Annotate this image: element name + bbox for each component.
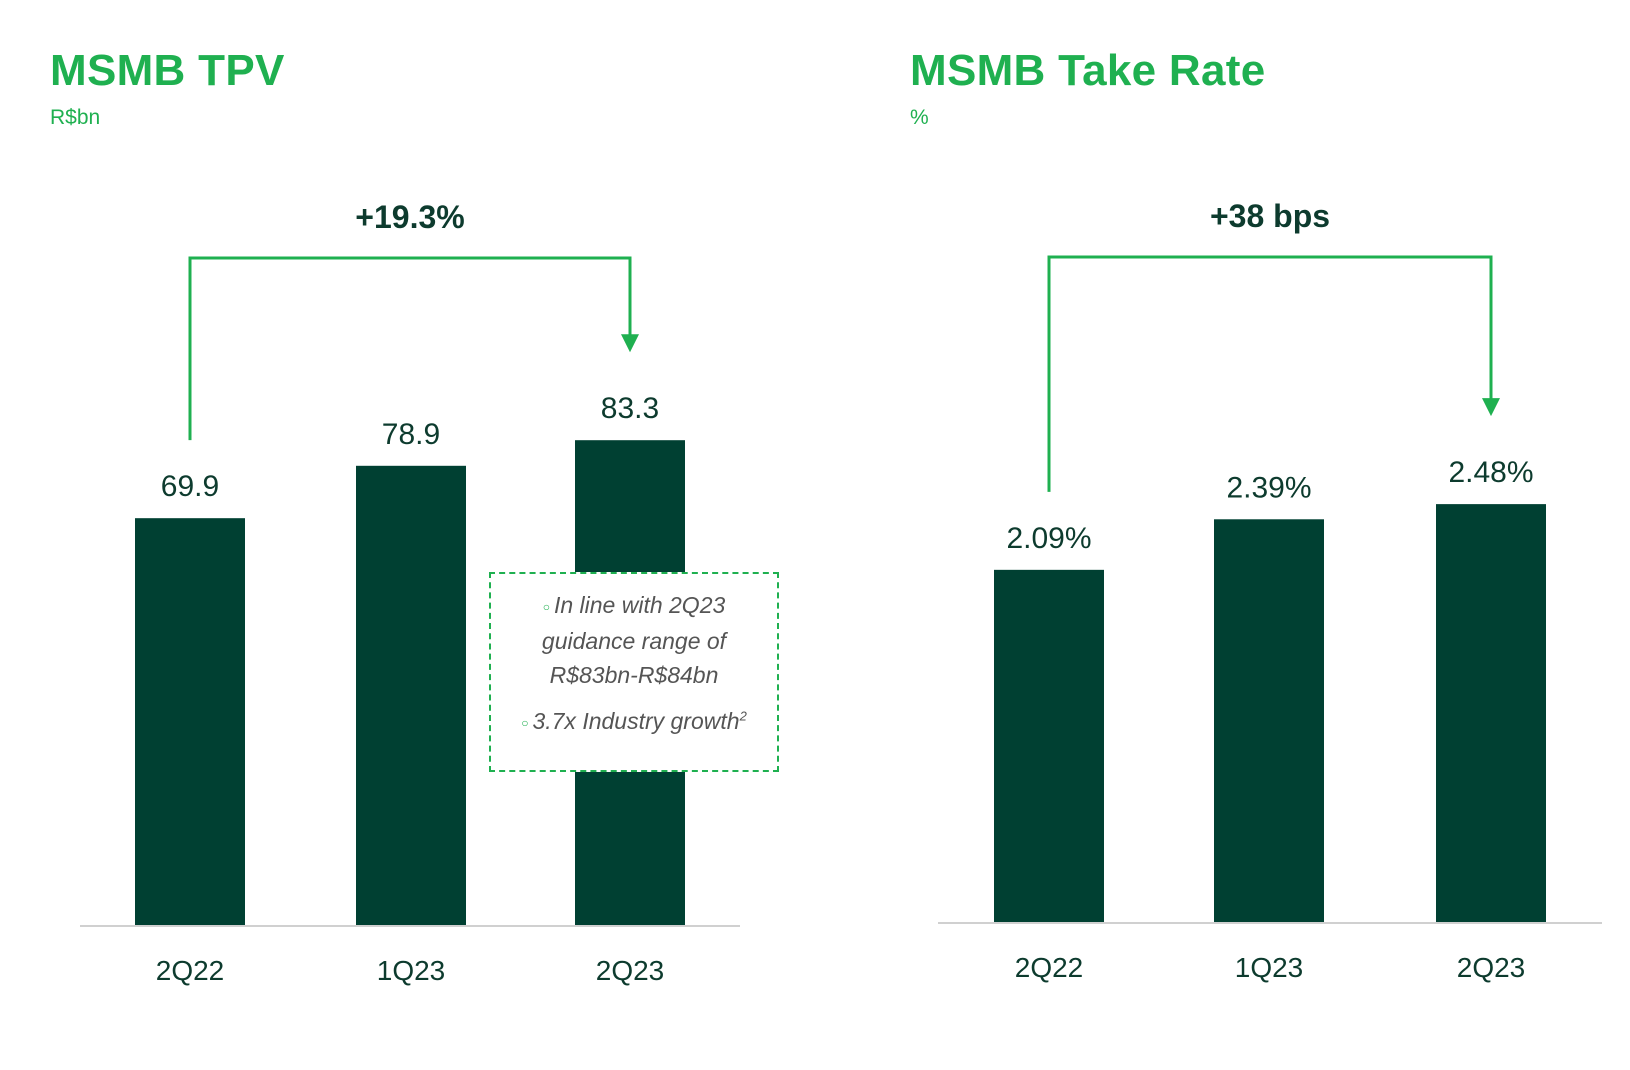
take-rate-change-label: +38 bps bbox=[1210, 198, 1330, 234]
take-rate-growth-bracket bbox=[1047, 255, 1493, 492]
tpv-bar-chart: 69.9 2Q22 78.9 1Q23 83.3 2Q23 +19.3% bbox=[80, 199, 740, 986]
take-rate-chart-title: MSMB Take Rate bbox=[910, 46, 1266, 95]
tpv-value-label: 78.9 bbox=[382, 418, 440, 451]
take-rate-category-label: 2Q23 bbox=[1457, 952, 1526, 983]
footnote-marker: 2 bbox=[739, 708, 747, 724]
take-rate-chart-panel: MSMB Take Rate % 2.09% 2Q22 2.39% 1Q23 2.48%… bbox=[815, 0, 1630, 1070]
tpv-growth-bracket bbox=[188, 256, 632, 441]
tpv-guidance-note: ○ In line with 2Q23 guidance range of R$8… bbox=[489, 572, 779, 772]
tpv-change-label: +19.3% bbox=[355, 199, 464, 235]
take-rate-category-label: 1Q23 bbox=[1235, 952, 1304, 983]
tpv-value-label: 69.9 bbox=[161, 470, 219, 503]
take-rate-value-label: 2.48% bbox=[1448, 456, 1533, 489]
arrow-down-icon bbox=[1482, 398, 1500, 417]
tpv-bar-2q22 bbox=[135, 518, 245, 925]
take-rate-bar-2q22 bbox=[994, 569, 1104, 922]
bullet-icon: ○ bbox=[542, 599, 550, 614]
tpv-category-label: 1Q23 bbox=[377, 955, 446, 986]
note-item-text: In line with 2Q23 guidance range of R$83… bbox=[541, 592, 727, 688]
tpv-bar-1q23 bbox=[356, 465, 466, 925]
note-item-guidance: ○ In line with 2Q23 guidance range of R$8… bbox=[501, 588, 767, 692]
tpv-value-label: 83.3 bbox=[601, 392, 659, 425]
tpv-chart-unit: R$bn bbox=[50, 106, 101, 129]
take-rate-bar-1q23 bbox=[1214, 519, 1324, 922]
tpv-chart-title: MSMB TPV bbox=[50, 46, 285, 95]
tpv-chart-panel: MSMB TPV R$bn 69.9 2Q22 78.9 1Q23 83.3 2Q23 +1… bbox=[50, 46, 779, 986]
take-rate-bar-2q23 bbox=[1436, 504, 1546, 922]
take-rate-value-label: 2.09% bbox=[1006, 522, 1091, 555]
bullet-icon: ○ bbox=[521, 715, 529, 730]
tpv-category-label: 2Q22 bbox=[156, 955, 225, 986]
take-rate-bar-chart: 2.09% 2Q22 2.39% 1Q23 2.48% 2Q23 +38 bps bbox=[938, 198, 1602, 983]
arrow-down-icon bbox=[621, 334, 639, 353]
tpv-category-label: 2Q23 bbox=[596, 955, 665, 986]
take-rate-category-label: 2Q22 bbox=[1015, 952, 1084, 983]
take-rate-value-label: 2.39% bbox=[1226, 471, 1311, 504]
note-item-text: 3.7x Industry growth bbox=[532, 707, 740, 734]
note-item-industry: ○ 3.7x Industry growth2 bbox=[501, 704, 767, 740]
take-rate-chart-unit: % bbox=[910, 106, 929, 129]
